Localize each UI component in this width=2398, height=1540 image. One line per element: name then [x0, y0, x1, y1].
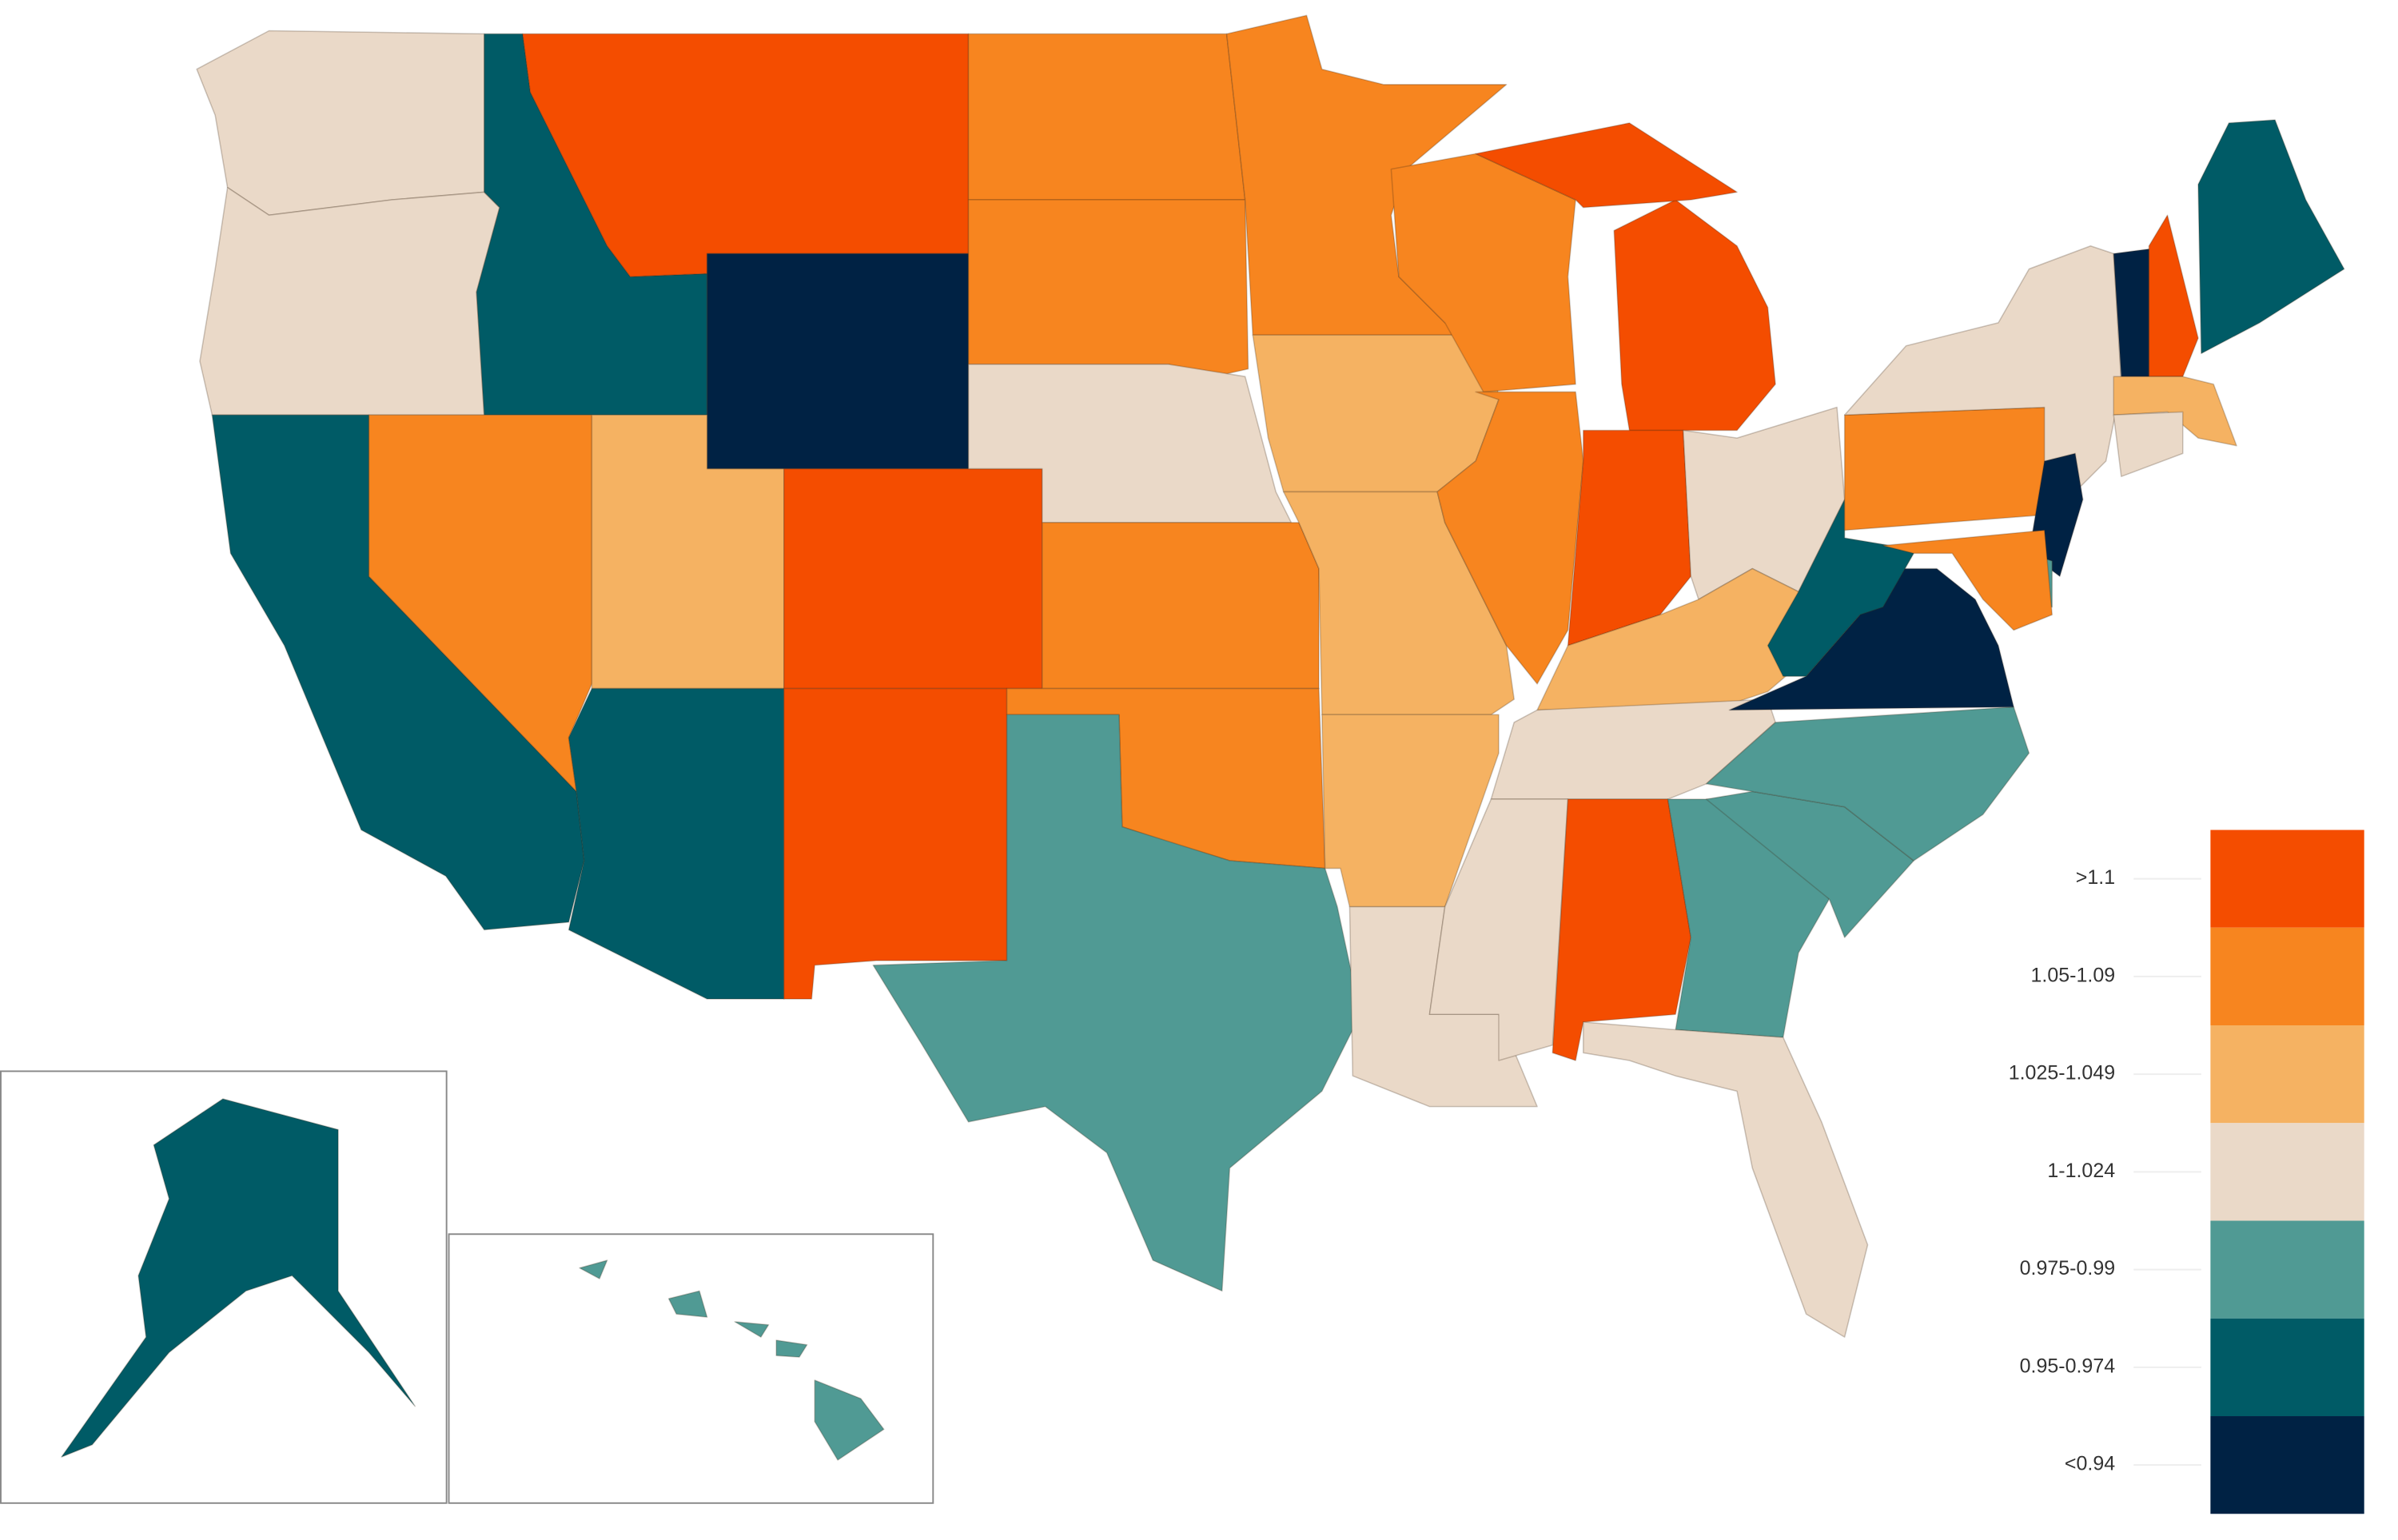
legend-label: 0.95-0.974	[2020, 1355, 2116, 1377]
state	[1882, 529, 2053, 631]
legend-swatch	[2210, 1025, 2364, 1124]
state	[734, 1321, 770, 1338]
state	[2113, 411, 2184, 477]
state	[1705, 706, 2030, 862]
state	[872, 714, 1361, 1292]
state	[967, 199, 1249, 377]
state	[1436, 391, 1584, 685]
state	[775, 1339, 808, 1358]
state	[706, 253, 970, 470]
state	[2197, 119, 2345, 355]
legend-label: 0.975-0.99	[2020, 1257, 2116, 1279]
state	[199, 186, 500, 416]
state	[2148, 214, 2199, 377]
state	[1843, 245, 2122, 493]
legend-swatch	[2210, 927, 2364, 1026]
state	[783, 468, 1043, 690]
legend-label: 1.025-1.049	[2009, 1062, 2115, 1084]
legend-label: 1.05-1.09	[2031, 964, 2116, 986]
state	[1475, 122, 1738, 209]
state	[579, 1259, 608, 1279]
inset-frame	[448, 1233, 934, 1504]
state	[1252, 334, 1500, 493]
legend-label: <0.94	[2065, 1453, 2115, 1475]
islands	[579, 1259, 885, 1461]
legend-swatch	[2210, 1123, 2364, 1221]
state	[783, 687, 1008, 1000]
legend-swatch	[2210, 1416, 2364, 1514]
state	[61, 1098, 416, 1458]
legend: >1.1 1.05-1.09 1.025-1.049 1-1.024 0.975-0.9…	[2009, 830, 2364, 1514]
state	[2113, 376, 2237, 447]
legend-swatch	[2210, 1318, 2364, 1417]
state	[967, 33, 1246, 201]
legend-label: 1-1.024	[2047, 1160, 2115, 1182]
legend-swatch	[2210, 830, 2364, 928]
state	[1042, 522, 1320, 690]
legend-label: >1.1	[2076, 866, 2115, 889]
state	[814, 1379, 885, 1461]
state	[1552, 798, 1692, 1061]
state	[1843, 406, 2061, 531]
state	[667, 1290, 708, 1318]
state	[568, 687, 785, 1000]
legend-swatch	[2210, 1220, 2364, 1319]
state	[1613, 199, 1776, 432]
inset-frame	[0, 1070, 448, 1504]
state	[1582, 1021, 1869, 1338]
states	[196, 14, 2345, 1338]
state	[196, 30, 485, 217]
state	[1428, 798, 1569, 1061]
state	[1348, 905, 1538, 1108]
